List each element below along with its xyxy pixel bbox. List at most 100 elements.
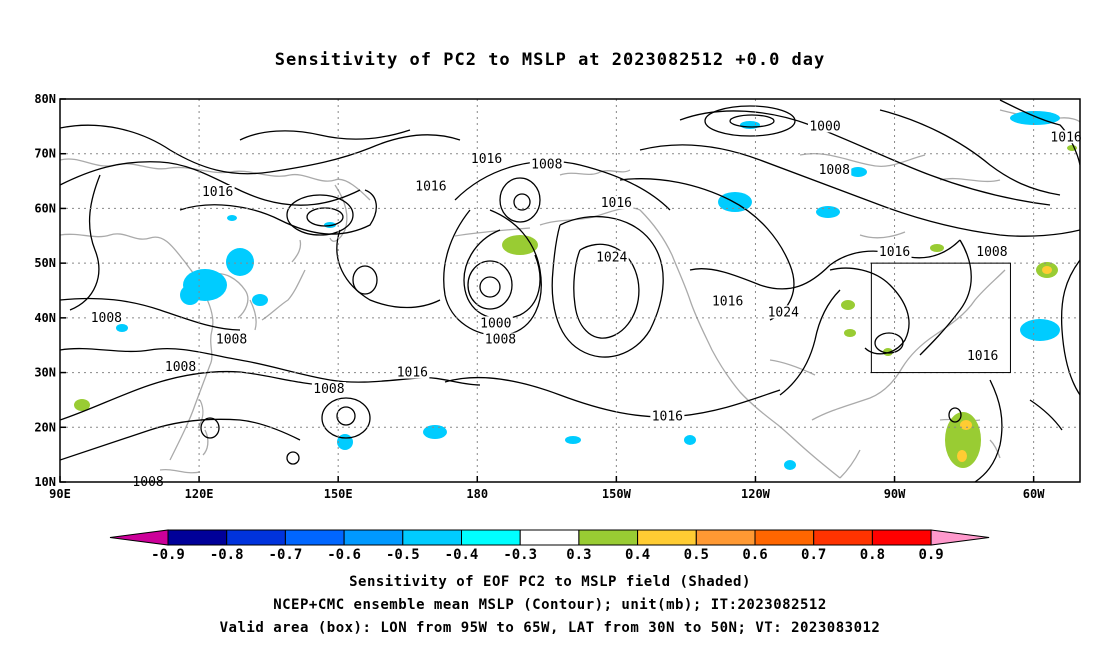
colorbar-tick-label: 0.3 — [566, 547, 591, 563]
contour-label-bg — [965, 349, 1000, 363]
colorbar-swatch — [167, 529, 228, 546]
contour-label-bg — [650, 409, 685, 423]
contour-label-bg — [311, 381, 346, 395]
lat-tick-label: 40N — [34, 311, 56, 325]
colorbar-tick-label: -0.7 — [269, 547, 303, 563]
contour-label-bg — [877, 245, 912, 259]
colorbar-swatch — [284, 529, 345, 546]
contour-label: 1000 — [480, 316, 511, 331]
lon-tick-label: 150W — [602, 487, 632, 501]
contour-label-bg — [766, 305, 801, 319]
contour-label-bg — [974, 245, 1009, 259]
colorbar-tick-label: -0.5 — [386, 547, 420, 563]
contour-label: 1016 — [879, 245, 910, 260]
longitude-axis: 90E 120E 150E 180 150W 120W 90W 60W — [49, 476, 1045, 501]
lat-tick-label: 60N — [34, 201, 56, 215]
contour-label-bg — [483, 332, 518, 346]
colorbar-tick-label: -0.3 — [503, 547, 537, 563]
colorbar-swatch — [637, 529, 697, 546]
lat-tick-label: 80N — [34, 92, 56, 106]
contour-label-bg — [1049, 130, 1084, 144]
contour-label-bg — [413, 179, 448, 193]
colorbar-swatch — [343, 529, 404, 546]
contour-label: 1016 — [601, 196, 632, 211]
contour-labels: 1016 1016 1016 1008 1016 1024 1000 1008 1016 1008… — [89, 119, 1084, 490]
contour-label-bg — [89, 310, 124, 324]
mslp-contours — [60, 99, 1080, 482]
colorbar-tick-label: -0.8 — [210, 547, 244, 563]
contour-label: 1016 — [652, 409, 683, 424]
contour-label: 1008 — [531, 158, 562, 173]
colorbar-tick-label: 0.6 — [742, 547, 767, 563]
contour-label: 1024 — [596, 251, 627, 266]
colorbar-tick-label: -0.6 — [327, 547, 361, 563]
contour-label-bg — [163, 360, 198, 374]
contour-label: 1000 — [809, 119, 840, 134]
lat-tick-label: 10N — [34, 475, 56, 489]
colorbar-swatch — [754, 529, 815, 546]
contour-label: 1008 — [216, 333, 247, 348]
contour-label: 1016 — [1050, 130, 1081, 145]
contour-label-bg — [710, 294, 745, 308]
colorbar-high-triangle — [930, 529, 990, 546]
lat-tick-label: 70N — [34, 147, 56, 161]
contour-label: 1016 — [712, 294, 743, 309]
lat-tick-label: 50N — [34, 256, 56, 270]
chart-title: Sensitivity of PC2 to MSLP at 2023082512… — [274, 50, 826, 70]
colorbar-tick-label: 0.4 — [625, 547, 650, 563]
colorbar-tick-label: 0.8 — [860, 547, 885, 563]
contour-label-bg — [214, 332, 249, 346]
colorbar-swatch — [578, 529, 639, 546]
contour-label-bg — [817, 163, 852, 177]
contour-label: 1016 — [397, 366, 428, 381]
lon-tick-label: 180 — [466, 487, 488, 501]
contour-label: 1016 — [967, 349, 998, 364]
colorbar-swatch — [695, 529, 756, 546]
contour-label: 1024 — [768, 305, 799, 320]
contour-label-bg — [808, 119, 842, 133]
contour-label-bg — [395, 365, 430, 379]
contour-label: 1008 — [313, 382, 344, 397]
colorbar-tick-label: 0.9 — [918, 547, 943, 563]
lon-tick-label: 90W — [884, 487, 906, 501]
caption-line-2: NCEP+CMC ensemble mean MSLP (Contour); u… — [273, 597, 827, 613]
contour-label: 1008 — [976, 245, 1007, 260]
contour-label: 1016 — [471, 152, 502, 167]
contour-label: 1016 — [202, 185, 233, 200]
map-frame — [59, 98, 1081, 483]
lat-tick-label: 30N — [34, 366, 56, 380]
lon-tick-label: 150E — [324, 487, 353, 501]
contour-label-bg — [594, 250, 629, 264]
lon-tick-label: 90E — [49, 487, 71, 501]
valid-area-box — [870, 262, 1011, 374]
colorbar-tick-label: 0.5 — [684, 547, 709, 563]
colorbar-tick-label: 0.7 — [801, 547, 826, 563]
lon-tick-label: 60W — [1023, 487, 1045, 501]
lat-tick-label: 20N — [34, 420, 56, 434]
colorbar-low-triangle — [109, 529, 169, 546]
colorbar-tick-label: -0.4 — [445, 547, 479, 563]
colorbar-tick-label: -0.9 — [151, 547, 185, 563]
contour-label: 1016 — [415, 180, 446, 195]
contour-label-bg — [529, 157, 564, 171]
colorbar-swatch — [461, 529, 521, 546]
contour-label-bg — [469, 152, 504, 166]
colorbar-swatch — [871, 529, 932, 546]
colorbar-swatch — [813, 529, 873, 546]
contour-label: 1008 — [819, 163, 850, 178]
contour-label-bg — [478, 316, 513, 330]
contour-label-bg — [200, 185, 235, 199]
contour-label-bg — [599, 195, 634, 209]
contour-label: 1008 — [165, 360, 196, 375]
contour-label: 1008 — [91, 311, 122, 326]
lon-tick-label: 120E — [185, 487, 214, 501]
caption-line-1: Sensitivity of EOF PC2 to MSLP field (Sh… — [349, 574, 751, 590]
contour-label: 1008 — [485, 333, 516, 348]
colorbar-swatch — [519, 529, 580, 546]
colorbar-swatch — [226, 529, 286, 546]
lon-tick-label: 120W — [741, 487, 771, 501]
latitude-axis: 80N 70N 60N 50N 40N 30N 20N 10N — [34, 92, 66, 489]
colorbar-swatch — [402, 529, 462, 546]
